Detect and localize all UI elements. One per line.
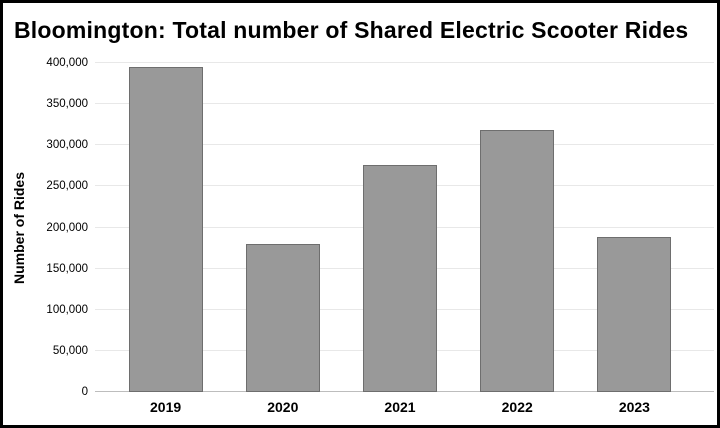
bar-2022 (480, 130, 555, 392)
bars-container (107, 63, 693, 392)
bar-slot-2020 (224, 63, 341, 392)
bar-slot-2022 (459, 63, 576, 392)
x-tick-label-2021: 2021 (384, 399, 416, 415)
y-tick-label: 200,000 (46, 221, 88, 234)
bar-2019 (128, 67, 203, 392)
chart-title: Bloomington: Total number of Shared Elec… (14, 17, 689, 43)
y-tick-label: 0 (81, 386, 88, 398)
y-tick-label: 250,000 (46, 180, 88, 193)
y-tick-label: 150,000 (46, 262, 88, 275)
gridline (95, 103, 714, 105)
bar-2023 (597, 236, 672, 392)
plot-area: 0 50,000 100,000 150,000 200,000 250,000 300,0… (46, 57, 714, 398)
y-tick-label: 350,000 (46, 98, 88, 111)
y-tick-label: 100,000 (46, 303, 88, 316)
bar-2020 (245, 243, 320, 392)
gridline (95, 62, 714, 63)
x-tick-label-2019: 2019 (150, 399, 182, 415)
x-tick-label-2020: 2020 (267, 399, 299, 415)
bar-slot-2023 (576, 63, 693, 392)
x-tick-label-2023: 2023 (618, 399, 650, 415)
bar-2021 (363, 165, 437, 392)
y-axis-title: Number of Rides (11, 171, 27, 285)
x-tick-label-2022: 2022 (501, 399, 533, 415)
gridline (95, 144, 714, 146)
bar-slot-2019 (107, 63, 224, 392)
bar-slot-2021 (341, 63, 458, 392)
y-tick-label: 50,000 (52, 344, 88, 357)
x-axis-labels: 2019 2020 2021 2022 2023 (107, 399, 693, 415)
y-tick-label: 400,000 (46, 57, 88, 69)
y-tick-label: 300,000 (46, 139, 88, 152)
